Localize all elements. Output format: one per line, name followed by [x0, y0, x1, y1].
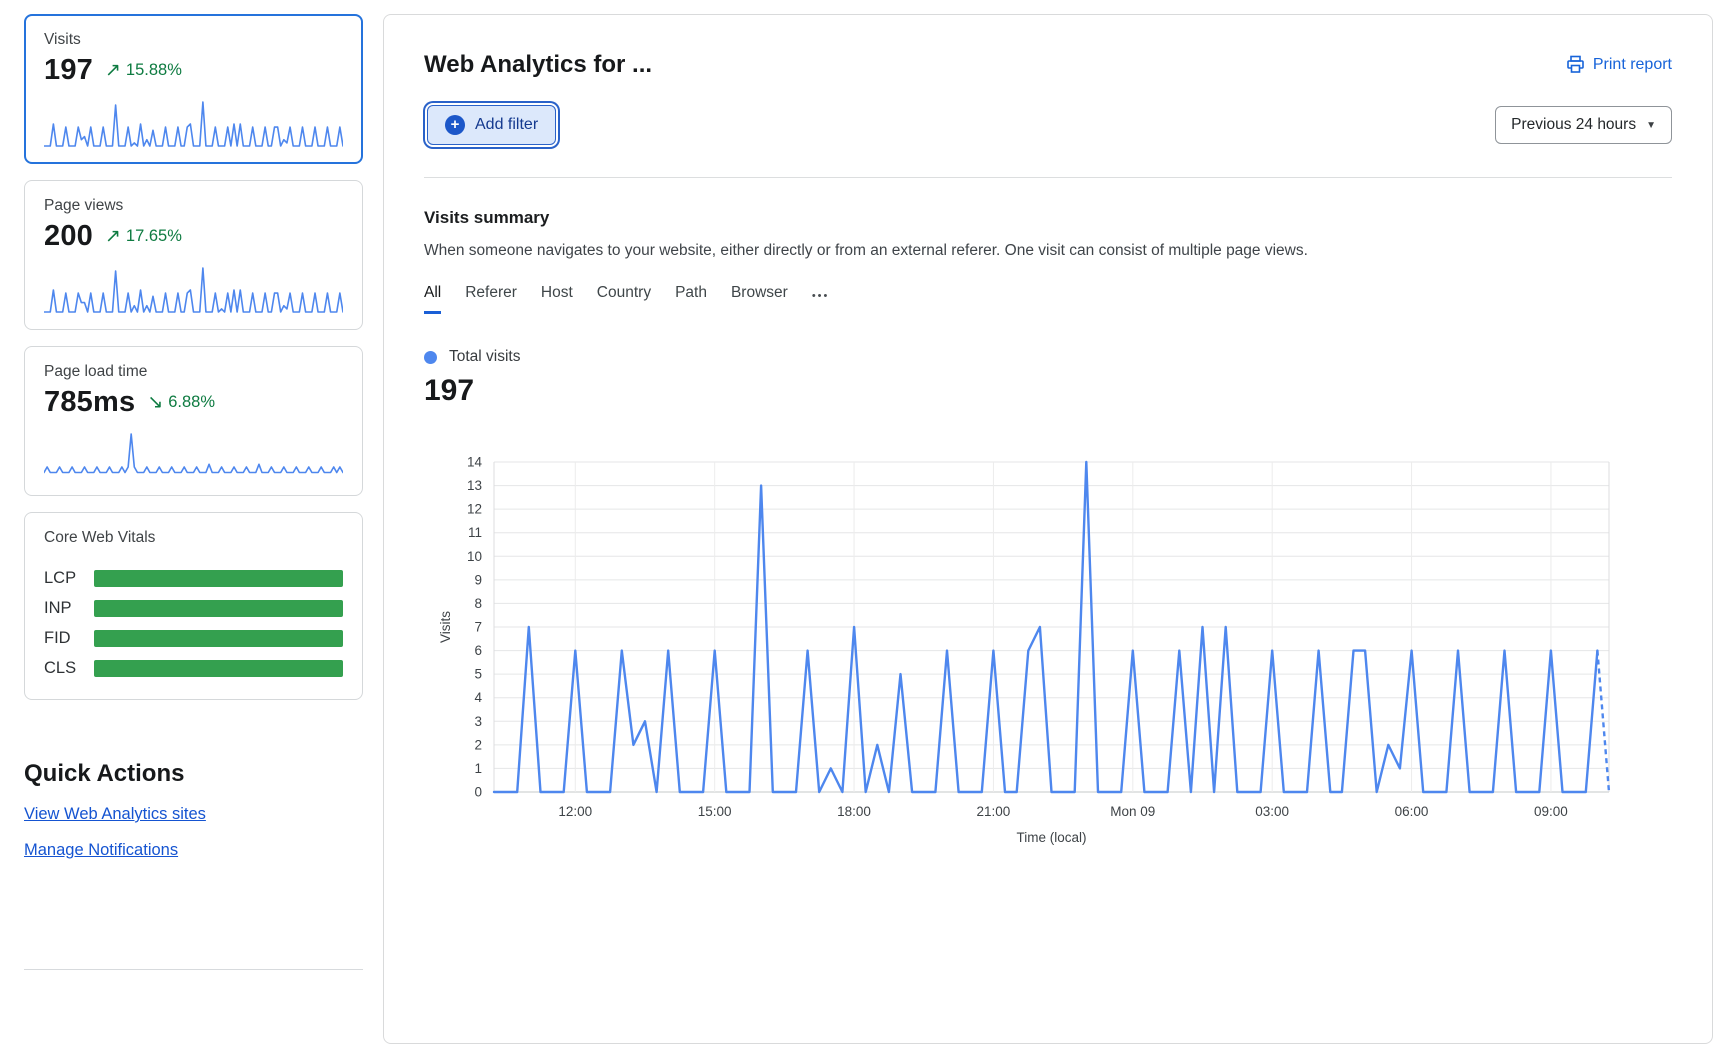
cwv-metric-bar	[94, 660, 343, 677]
svg-text:11: 11	[468, 525, 482, 540]
cwv-metric-label: LCP	[44, 569, 77, 587]
svg-text:Visits: Visits	[438, 611, 453, 643]
manage-notifications-link[interactable]: Manage Notifications	[24, 841, 179, 859]
panel-header: Web Analytics for ... Print report + Add…	[384, 15, 1712, 178]
trend-indicator: ↘ 6.88%	[147, 391, 215, 414]
trend-indicator: ↗ 15.88%	[105, 59, 182, 82]
trend-up-icon: ↗	[105, 226, 121, 247]
trend-percent: 15.88%	[125, 61, 182, 79]
visits-summary-title: Visits summary	[424, 208, 550, 227]
svg-text:6: 6	[474, 643, 482, 658]
view-web-analytics-sites-link[interactable]: View Web Analytics sites	[24, 805, 206, 823]
cwv-row-inp: INP	[44, 599, 343, 618]
trend-percent: 17.65%	[125, 227, 182, 245]
time-range-label: Previous 24 hours	[1511, 116, 1637, 133]
dimension-tabs: All Referer Host Country Path Browser ••…	[424, 284, 1672, 314]
plus-circle-icon: +	[445, 115, 465, 135]
svg-text:14: 14	[467, 455, 483, 470]
metric-card-title: Visits	[44, 31, 81, 48]
svg-text:06:00: 06:00	[1395, 804, 1429, 819]
total-visits-legend-label: Total visits	[449, 348, 521, 365]
metric-card-title: Page views	[44, 197, 124, 214]
core-web-vitals-card[interactable]: Core Web Vitals LCP INP FID CLS	[24, 512, 363, 700]
add-filter-button[interactable]: + Add filter	[427, 105, 557, 145]
tab-country[interactable]: Country	[596, 284, 652, 301]
metric-card-value: 200	[44, 220, 93, 252]
add-filter-label: Add filter	[475, 116, 539, 133]
svg-text:3: 3	[474, 714, 482, 729]
metric-card-page-load-time[interactable]: Page load time 785ms ↘ 6.88%	[24, 346, 363, 496]
tab-path[interactable]: Path	[675, 284, 707, 301]
visits-chart-container: 0 1 2 3 4 5 6 7 8 9 10 11 12 13 14 12:00 15:00 18:00 21:00…	[424, 452, 1672, 852]
cwv-metric-bar	[94, 630, 343, 647]
tab-referer[interactable]: Referer	[465, 284, 517, 301]
svg-text:4: 4	[474, 690, 482, 705]
core-web-vitals-title: Core Web Vitals	[44, 529, 156, 546]
svg-text:1: 1	[474, 761, 482, 776]
tab-all[interactable]: All	[424, 284, 442, 314]
svg-text:0: 0	[474, 785, 482, 800]
print-report-label: Print report	[1592, 55, 1672, 73]
svg-text:09:00: 09:00	[1534, 804, 1568, 819]
time-range-dropdown[interactable]: Previous 24 hours ▼	[1495, 106, 1672, 144]
total-visits-legend-dot	[424, 350, 437, 364]
svg-text:12: 12	[467, 502, 482, 517]
more-tabs-icon[interactable]: •••	[811, 290, 830, 302]
cwv-metric-label: FID	[44, 629, 71, 647]
tab-browser[interactable]: Browser	[730, 284, 788, 301]
cwv-metric-label: CLS	[44, 659, 77, 677]
metric-card-title: Page load time	[44, 363, 148, 380]
trend-down-icon: ↘	[147, 392, 164, 413]
page-load-time-sparkline	[44, 433, 343, 474]
svg-text:9: 9	[474, 572, 482, 587]
svg-text:Mon 09: Mon 09	[1110, 804, 1155, 819]
svg-text:Time (local): Time (local)	[1016, 830, 1086, 845]
cwv-row-cls: CLS	[44, 659, 343, 678]
printer-icon	[1567, 55, 1584, 73]
svg-text:5: 5	[474, 667, 482, 682]
total-visits-value: 197	[424, 374, 475, 407]
metrics-sidebar: Visits 197 ↗ 15.88% Page views 200 ↗ 17.…	[24, 14, 363, 988]
svg-text:18:00: 18:00	[837, 804, 871, 819]
print-report-button[interactable]: Print report	[1566, 55, 1672, 74]
visits-sparkline	[44, 101, 343, 147]
cwv-metric-label: INP	[44, 599, 72, 617]
metric-card-value: 785ms	[44, 386, 136, 418]
header-divider	[424, 177, 1672, 178]
svg-text:03:00: 03:00	[1255, 804, 1289, 819]
page-views-sparkline	[44, 267, 343, 313]
svg-text:2: 2	[474, 737, 482, 752]
trend-indicator: ↗ 17.65%	[105, 225, 182, 248]
cwv-row-fid: FID	[44, 629, 343, 648]
svg-text:8: 8	[474, 596, 482, 611]
quick-actions-heading: Quick Actions	[24, 760, 185, 787]
chevron-down-icon: ▼	[1646, 119, 1656, 131]
svg-text:15:00: 15:00	[698, 804, 732, 819]
web-analytics-panel: Web Analytics for ... Print report + Add…	[383, 14, 1713, 1044]
metric-card-page-views[interactable]: Page views 200 ↗ 17.65%	[24, 180, 363, 330]
svg-text:7: 7	[474, 620, 482, 635]
visits-summary-description: When someone navigates to your website, …	[424, 242, 1308, 259]
svg-text:21:00: 21:00	[977, 804, 1011, 819]
svg-text:12:00: 12:00	[558, 804, 592, 819]
visits-summary-section: Visits summary When someone navigates to…	[384, 178, 1712, 852]
trend-up-icon: ↗	[105, 60, 121, 81]
chart-legend: Total visits	[424, 348, 1672, 366]
trend-percent: 6.88%	[168, 393, 216, 411]
svg-text:13: 13	[467, 478, 482, 493]
sidebar-bottom-divider	[24, 969, 363, 970]
page-title: Web Analytics for ...	[424, 51, 653, 78]
metric-card-value: 197	[44, 54, 93, 86]
cwv-metric-bar	[94, 600, 343, 617]
svg-text:10: 10	[467, 549, 482, 564]
cwv-row-lcp: LCP	[44, 569, 343, 588]
cwv-metric-bar	[94, 570, 343, 587]
tab-host[interactable]: Host	[540, 284, 573, 301]
metric-card-visits[interactable]: Visits 197 ↗ 15.88%	[24, 14, 363, 164]
